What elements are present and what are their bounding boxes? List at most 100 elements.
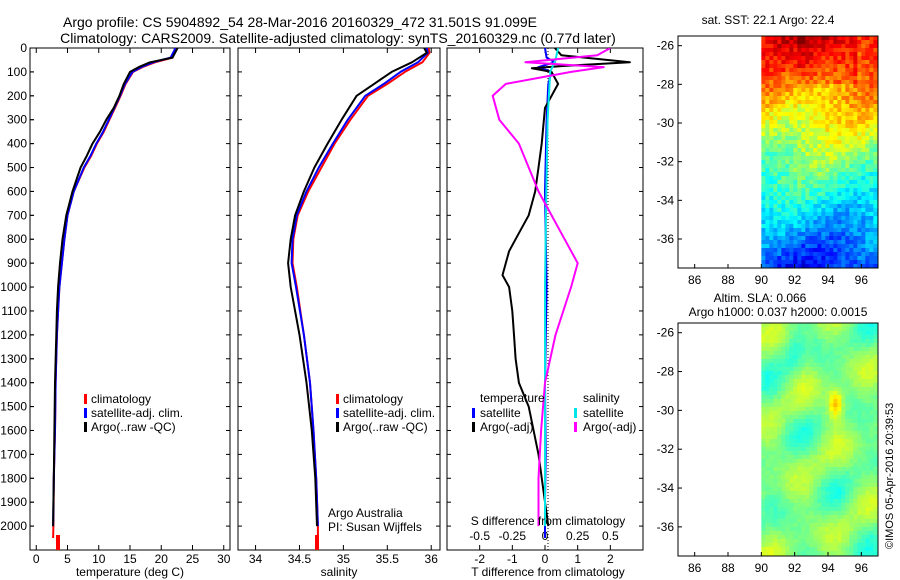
depth-tick-label: 1300	[0, 352, 27, 366]
sst-cell	[853, 164, 858, 169]
sst-cell	[845, 176, 850, 181]
sst-cell	[821, 124, 826, 129]
sst-cell	[825, 84, 830, 89]
sla-cell	[773, 527, 778, 532]
sla-cell	[841, 519, 846, 524]
sla-cell	[837, 451, 842, 456]
sla-cell	[825, 499, 830, 504]
sst-cell	[773, 136, 778, 141]
sla-cell	[773, 543, 778, 548]
sla-cell	[777, 355, 782, 360]
sla-cell	[785, 523, 790, 528]
sst-cell	[781, 64, 786, 69]
sst-cell	[793, 88, 798, 93]
sst-cell	[777, 248, 782, 253]
sst-cell	[789, 256, 794, 261]
sla-cell	[841, 539, 846, 544]
sst-cell	[765, 188, 770, 193]
sst-cell	[793, 136, 798, 141]
sla-cell	[805, 331, 810, 336]
sst-cell	[853, 84, 858, 89]
sla-cell	[777, 371, 782, 376]
sst-cell	[813, 96, 818, 101]
sla-cell	[841, 527, 846, 532]
sla-cell	[833, 499, 838, 504]
sst-cell	[845, 200, 850, 205]
sst-cell	[765, 236, 770, 241]
sst-cell	[813, 196, 818, 201]
sst-cell	[765, 244, 770, 249]
sst-cell	[857, 208, 862, 213]
sst-cell	[817, 116, 822, 121]
sla-cell	[765, 451, 770, 456]
sla-cell	[761, 383, 766, 388]
sst-cell	[817, 180, 822, 185]
sla-cell	[833, 443, 838, 448]
sst-cell	[793, 48, 798, 53]
sst-cell	[817, 240, 822, 245]
sst-cell	[801, 208, 806, 213]
sla-cell	[801, 383, 806, 388]
sst-cell	[849, 172, 854, 177]
legend-swatch-temp-argo	[472, 422, 475, 432]
sst-cell	[829, 260, 834, 265]
sla-cell	[789, 435, 794, 440]
sla-cell	[765, 459, 770, 464]
sst-cell	[773, 252, 778, 257]
sla-cell	[857, 519, 862, 524]
sla-cell	[869, 371, 874, 376]
sla-cell	[809, 431, 814, 436]
sla-cell	[849, 323, 854, 328]
sla-cell	[785, 411, 790, 416]
sla-cell	[869, 335, 874, 340]
sst-cell	[857, 240, 862, 245]
sst-cell	[773, 172, 778, 177]
sst-cell	[797, 92, 802, 97]
sst-cell	[809, 168, 814, 173]
sst-cell	[837, 80, 842, 85]
sst-cell	[865, 244, 870, 249]
sst-cell	[785, 84, 790, 89]
sla-cell	[873, 363, 878, 368]
sla-cell	[821, 355, 826, 360]
sst-cell	[781, 120, 786, 125]
sst-cell	[793, 200, 798, 205]
sst-cell	[765, 180, 770, 185]
climatology-bottom-marker	[56, 535, 60, 550]
sla-cell	[833, 355, 838, 360]
sst-cell	[845, 108, 850, 113]
sst-cell	[825, 36, 830, 41]
sla-cell	[825, 387, 830, 392]
sst-cell	[861, 132, 866, 137]
sla-cell	[765, 375, 770, 380]
sst-cell	[853, 252, 858, 257]
sst-cell	[773, 132, 778, 137]
sla-cell	[809, 407, 814, 412]
sla-cell	[821, 535, 826, 540]
sst-cell	[809, 196, 814, 201]
sla-cell	[809, 347, 814, 352]
sst-cell	[869, 64, 874, 69]
sla-cell	[841, 403, 846, 408]
sst-cell	[801, 212, 806, 217]
sla-cell	[797, 495, 802, 500]
sla-cell	[809, 451, 814, 456]
sst-cell	[761, 220, 766, 225]
sla-cell	[841, 487, 846, 492]
sla-cell	[853, 383, 858, 388]
legend-header-salinity: salinity	[583, 391, 620, 405]
sst-cell	[805, 188, 810, 193]
sla-cell	[809, 531, 814, 536]
sla-cell	[809, 423, 814, 428]
sla-cell	[769, 379, 774, 384]
series-line-climatology	[52, 48, 177, 539]
sst-cell	[853, 136, 858, 141]
climatology-bottom-marker	[315, 535, 319, 550]
legend-swatch-sal-satellite	[574, 408, 577, 418]
sst-cell	[865, 196, 870, 201]
sla-cell	[829, 483, 834, 488]
sst-cell	[837, 100, 842, 105]
sst-cell	[781, 84, 786, 89]
sla-cell	[853, 495, 858, 500]
sla-cell	[857, 459, 862, 464]
